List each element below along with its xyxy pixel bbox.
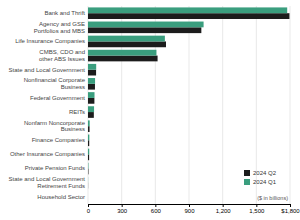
category-label: Federal Government — [30, 95, 85, 101]
bar — [88, 135, 89, 141]
tick: 900 — [184, 204, 195, 214]
tick: Nonfarm NoncorporateBusiness — [24, 120, 88, 133]
category-label: Nonfinancial CorporateBusiness — [24, 77, 86, 90]
category-label: Nonfarm NoncorporateBusiness — [24, 120, 86, 133]
bar — [88, 36, 165, 42]
category-label: Bank and Thrift — [44, 10, 85, 16]
tick: 300 — [117, 204, 128, 214]
legend-item: 2024 Q2 — [244, 170, 277, 176]
legend-item: 2024 Q1 — [244, 179, 277, 185]
tick-label: 900 — [184, 208, 195, 214]
bar — [88, 169, 89, 175]
category-label: State and Local GovernmentRetirement Fun… — [9, 176, 86, 189]
grid-line — [189, 6, 190, 204]
bar — [88, 64, 96, 70]
tick-label: 300 — [117, 208, 128, 214]
bar — [88, 13, 289, 19]
tick-mark — [189, 204, 190, 207]
plot: 0 300 600 900 1,200 1,500 $1,800 Household Sect… — [9, 6, 300, 214]
bars — [88, 7, 289, 188]
category-label: Agency and GSEPortfolios and MBS — [34, 21, 85, 34]
tick-label: 600 — [151, 208, 162, 214]
tick-mark — [256, 204, 257, 207]
bar — [88, 41, 166, 47]
legend-label: 2024 Q1 — [253, 179, 277, 185]
category-label: Other Insurance Companies — [10, 151, 85, 157]
tick: $1,800 — [281, 204, 300, 214]
bar — [88, 149, 89, 155]
tick-label: 0 — [87, 208, 91, 214]
tick: Household Sector — [37, 194, 88, 200]
tick: 1,200 — [216, 204, 232, 214]
axis-line — [89, 205, 291, 208]
bar — [88, 98, 94, 104]
legend-label: 2024 Q2 — [253, 170, 277, 176]
tick: REITs — [69, 109, 88, 115]
y-axis: Household Sector State and Local Governme… — [9, 10, 88, 200]
tick-label: 1,500 — [249, 208, 265, 214]
bar — [88, 183, 89, 189]
tick: Private Pension Funds — [25, 165, 88, 171]
bar — [88, 197, 89, 203]
tick-mark — [223, 204, 224, 207]
tick-mark — [155, 204, 156, 207]
tick: 1,500 — [249, 204, 265, 214]
category-label: Household Sector — [37, 194, 85, 200]
legend-swatch — [244, 170, 250, 176]
bar — [88, 50, 156, 56]
bar — [88, 191, 89, 197]
bar — [88, 70, 96, 76]
category-label: CMBS, CDO andother ABS Issues — [39, 49, 85, 62]
bar — [88, 163, 89, 169]
bar — [88, 112, 94, 118]
tick: Agency and GSEPortfolios and MBS — [34, 21, 88, 34]
bar — [88, 56, 158, 62]
tick-label: 1,200 — [216, 208, 232, 214]
tick: Other Insurance Companies — [10, 151, 88, 157]
x-axis: 0 300 600 900 1,200 1,500 $1,800 — [87, 204, 300, 214]
series — [88, 13, 289, 188]
bar — [88, 106, 94, 112]
category-label: REITs — [69, 109, 85, 115]
tick: 0 — [87, 204, 91, 214]
tick: CMBS, CDO andother ABS Issues — [39, 49, 88, 62]
series — [88, 7, 287, 182]
bar — [88, 27, 201, 33]
grid — [88, 6, 290, 204]
tick: Nonfinancial CorporateBusiness — [24, 77, 88, 90]
bar — [88, 120, 90, 126]
tick-label: $1,800 — [281, 208, 300, 214]
annotation: ($ in billions) — [257, 195, 288, 201]
tick: State and Local Government — [9, 67, 88, 73]
tick: Life Insurance Companies — [15, 38, 88, 44]
tick-mark — [290, 204, 291, 207]
tick: Federal Government — [30, 95, 88, 101]
bar — [88, 140, 89, 146]
bar — [88, 126, 90, 132]
bar — [88, 7, 287, 13]
bar — [88, 84, 95, 90]
tick: Bank and Thrift — [44, 10, 88, 16]
chart: 0 300 600 900 1,200 1,500 $1,800 Household Sect… — [0, 0, 300, 220]
category-label: Finance Companies — [32, 137, 85, 143]
legend-swatch — [244, 179, 250, 185]
grid-line — [222, 6, 223, 204]
tick: State and Local GovernmentRetirement Fun… — [9, 176, 88, 189]
bar — [88, 78, 95, 84]
category-label: Private Pension Funds — [25, 165, 85, 171]
grid-line — [290, 6, 291, 204]
tick-mark — [122, 204, 123, 207]
bar — [88, 154, 89, 160]
tick: 600 — [151, 204, 162, 214]
bar — [88, 22, 204, 28]
bar — [88, 177, 89, 183]
legend: 2024 Q2 2024 Q1 — [244, 170, 277, 185]
tick: Finance Companies — [32, 137, 88, 143]
category-label: Life Insurance Companies — [15, 38, 85, 44]
tick-mark — [88, 204, 89, 207]
category-label: State and Local Government — [9, 67, 86, 73]
bar — [88, 92, 95, 98]
